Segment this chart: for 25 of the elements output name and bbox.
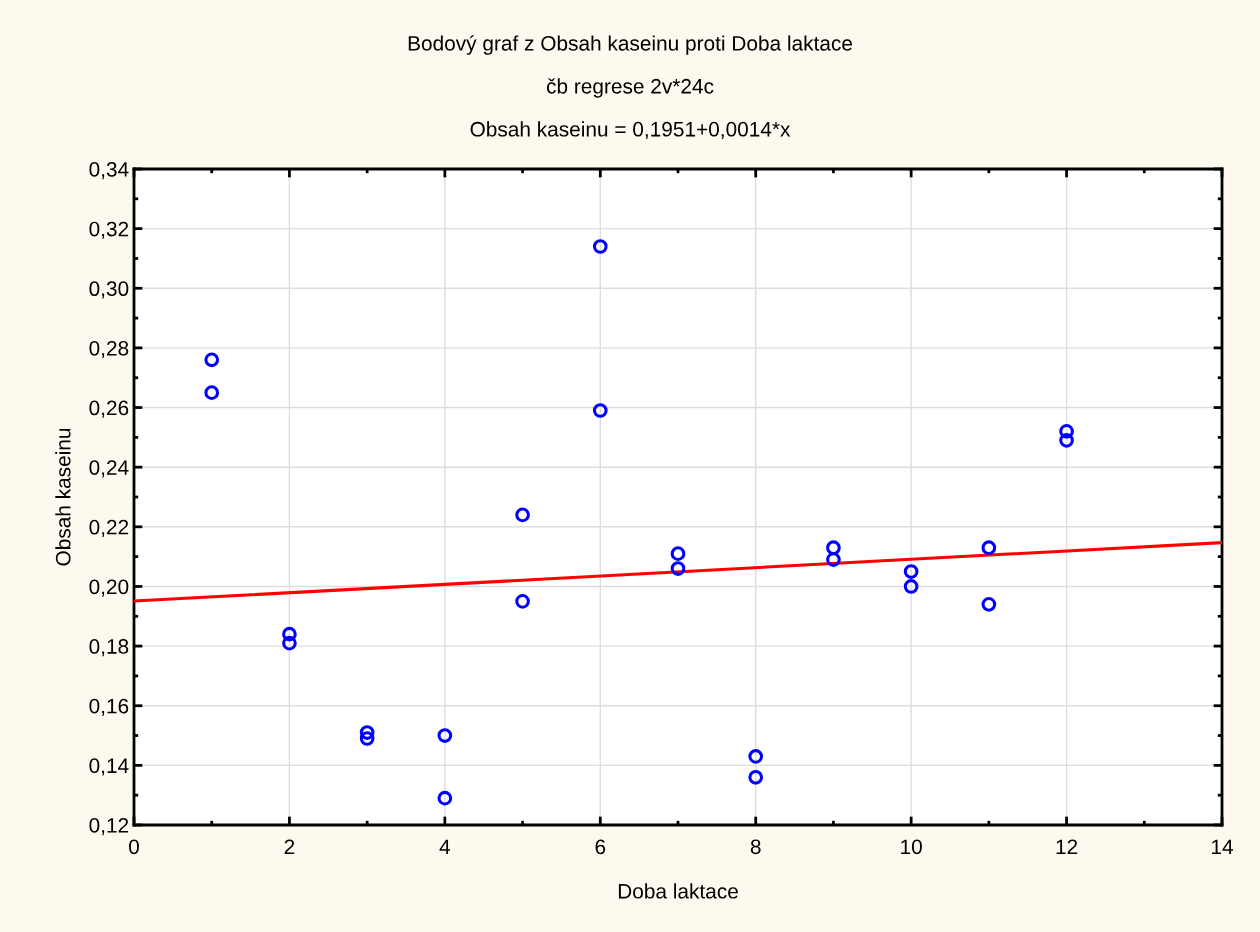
- x-tick-label: 12: [1056, 839, 1078, 854]
- y-tick-label: 0,14: [89, 758, 129, 776]
- y-tick-label: 0,24: [89, 460, 129, 478]
- y-tick-label: 0,18: [89, 639, 129, 657]
- y-tick-label: 0,30: [89, 281, 129, 299]
- y-tick-label: 0,12: [89, 818, 129, 836]
- y-tick-label: 0,26: [89, 400, 129, 418]
- x-tick-label: 6: [595, 839, 606, 855]
- y-tick-label: 0,34: [89, 162, 129, 180]
- chart-title: Bodový graf z Obsah kaseinu proti Doba laktace: [408, 35, 853, 55]
- y-axis-title: Obsah kaseinu: [55, 428, 71, 566]
- x-tick-label: 0: [129, 839, 139, 855]
- x-tick-label: 14: [1212, 839, 1233, 854]
- y-tick-label: 0,22: [89, 519, 129, 538]
- x-tick-label: 4: [439, 839, 451, 854]
- y-tick-label: 0,20: [89, 579, 129, 597]
- x-tick-label: 2: [284, 839, 295, 854]
- text: Obsah kaseinu = 0,1951+0,0014*x: [470, 121, 791, 140]
- y-tick-label: 0,16: [89, 698, 129, 716]
- x-axis-title: Doba laktace: [618, 883, 738, 899]
- chart-subtitle: čb regrese 2v*24c: [546, 78, 714, 98]
- x-tick-label: 10: [901, 839, 922, 855]
- y-tick-label: 0,28: [89, 340, 129, 359]
- y-tick-label: 0,32: [89, 221, 129, 239]
- x-tick-label: 8: [750, 839, 761, 855]
